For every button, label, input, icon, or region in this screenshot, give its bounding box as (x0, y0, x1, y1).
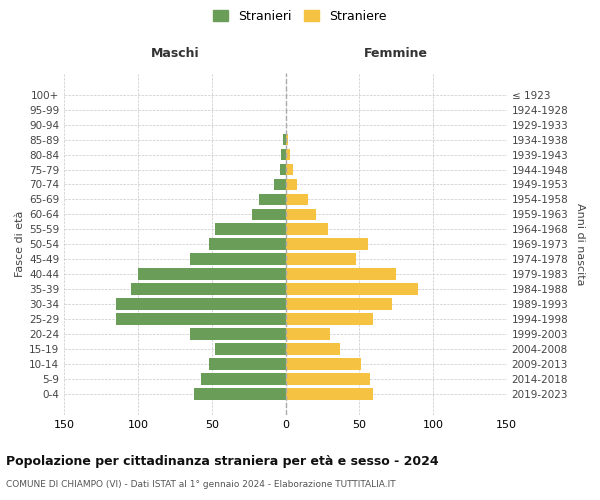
Bar (286, 134, 289, 145)
Bar (202, 373, 286, 384)
Bar (190, 254, 286, 265)
Bar (286, 298, 392, 310)
Bar (286, 313, 373, 325)
Bar (274, 178, 286, 190)
Bar (286, 148, 290, 160)
Bar (286, 224, 328, 235)
Bar (259, 194, 286, 205)
Bar (280, 164, 286, 175)
Bar (138, 268, 286, 280)
Bar (116, 298, 286, 310)
Bar (131, 284, 286, 295)
Text: Femmine: Femmine (364, 46, 428, 60)
Bar (286, 373, 370, 384)
Bar (209, 238, 286, 250)
Bar (286, 178, 297, 190)
Bar (215, 224, 286, 235)
Bar (286, 208, 316, 220)
Bar (286, 268, 396, 280)
Bar (286, 194, 308, 205)
Bar (215, 343, 286, 355)
Text: COMUNE DI CHIAMPO (VI) - Dati ISTAT al 1° gennaio 2024 - Elaborazione TUTTITALIA: COMUNE DI CHIAMPO (VI) - Dati ISTAT al 1… (6, 480, 395, 489)
Text: Popolazione per cittadinanza straniera per età e sesso - 2024: Popolazione per cittadinanza straniera p… (6, 455, 439, 468)
Y-axis label: Fasce di età: Fasce di età (15, 211, 25, 278)
Bar (190, 328, 286, 340)
Bar (116, 313, 286, 325)
Text: Maschi: Maschi (151, 46, 199, 60)
Bar (286, 164, 293, 175)
Bar (209, 358, 286, 370)
Bar (286, 238, 368, 250)
Bar (286, 358, 361, 370)
Bar (286, 284, 418, 295)
Bar (286, 328, 330, 340)
Bar (251, 208, 286, 220)
Bar (286, 254, 356, 265)
Bar (283, 134, 286, 145)
Bar (281, 148, 286, 160)
Legend: Stranieri, Straniere: Stranieri, Straniere (209, 6, 391, 26)
Y-axis label: Anni di nascita: Anni di nascita (575, 203, 585, 285)
Bar (194, 388, 286, 400)
Bar (286, 388, 373, 400)
Bar (286, 343, 340, 355)
